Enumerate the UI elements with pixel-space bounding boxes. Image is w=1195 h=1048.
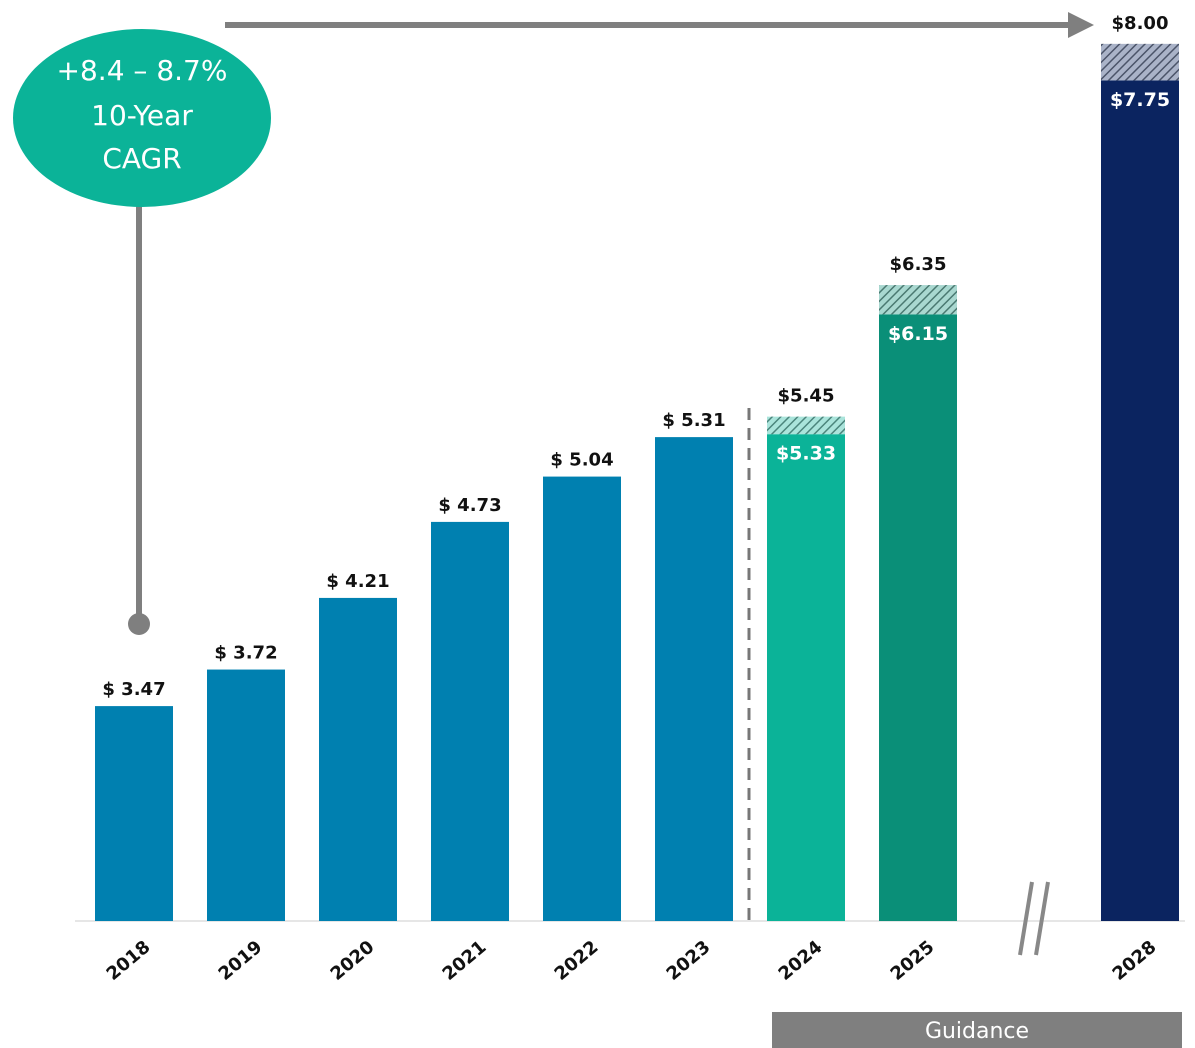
value-label: $ 3.47 xyxy=(102,679,165,700)
bar xyxy=(207,669,285,921)
bar xyxy=(319,597,397,921)
range-tint xyxy=(879,285,957,315)
arrow-head xyxy=(1068,12,1094,38)
connector-dot xyxy=(128,613,150,635)
x-tick-label: 2024 xyxy=(775,937,827,985)
value-label: $ 3.72 xyxy=(214,643,277,664)
bar xyxy=(431,521,509,921)
x-tick-label: 2019 xyxy=(215,937,267,985)
bar xyxy=(1101,80,1179,921)
x-tick-label: 2028 xyxy=(1109,937,1161,985)
value-label: $ 4.73 xyxy=(438,495,501,516)
x-tick-label: 2022 xyxy=(551,937,603,985)
value-label: $ 4.21 xyxy=(326,571,389,592)
cagr-text: +8.4 – 8.7% xyxy=(57,54,228,87)
range-segment xyxy=(1101,43,1179,81)
value-label: $ 5.04 xyxy=(550,450,613,471)
x-tick-label: 2023 xyxy=(663,937,715,985)
x-tick-label: 2020 xyxy=(327,937,379,985)
bar xyxy=(655,437,733,921)
cagr-bubble xyxy=(13,29,271,207)
x-tick-label: 2021 xyxy=(439,937,491,985)
high-label: $8.00 xyxy=(1112,13,1169,34)
cagr-text: CAGR xyxy=(102,142,181,175)
value-label: $7.75 xyxy=(1110,89,1170,111)
guidance-label: Guidance xyxy=(925,1019,1029,1044)
value-label: $ 5.31 xyxy=(662,410,725,431)
range-segment xyxy=(767,416,845,435)
high-label: $5.45 xyxy=(778,386,835,407)
x-tick-label: 2018 xyxy=(103,937,155,985)
range-segment xyxy=(879,285,957,315)
high-label: $6.35 xyxy=(890,254,947,275)
bar xyxy=(767,434,845,921)
range-tint xyxy=(767,416,845,435)
value-label: $6.15 xyxy=(888,323,948,345)
cagr-text: 10-Year xyxy=(91,99,193,132)
guidance-box xyxy=(772,1012,1182,1048)
bar xyxy=(95,706,173,921)
bar xyxy=(543,476,621,921)
value-label: $5.33 xyxy=(776,443,836,465)
bar xyxy=(879,314,957,921)
axis-break xyxy=(1018,881,1050,956)
x-tick-label: 2025 xyxy=(887,937,939,985)
range-tint xyxy=(1101,43,1179,81)
